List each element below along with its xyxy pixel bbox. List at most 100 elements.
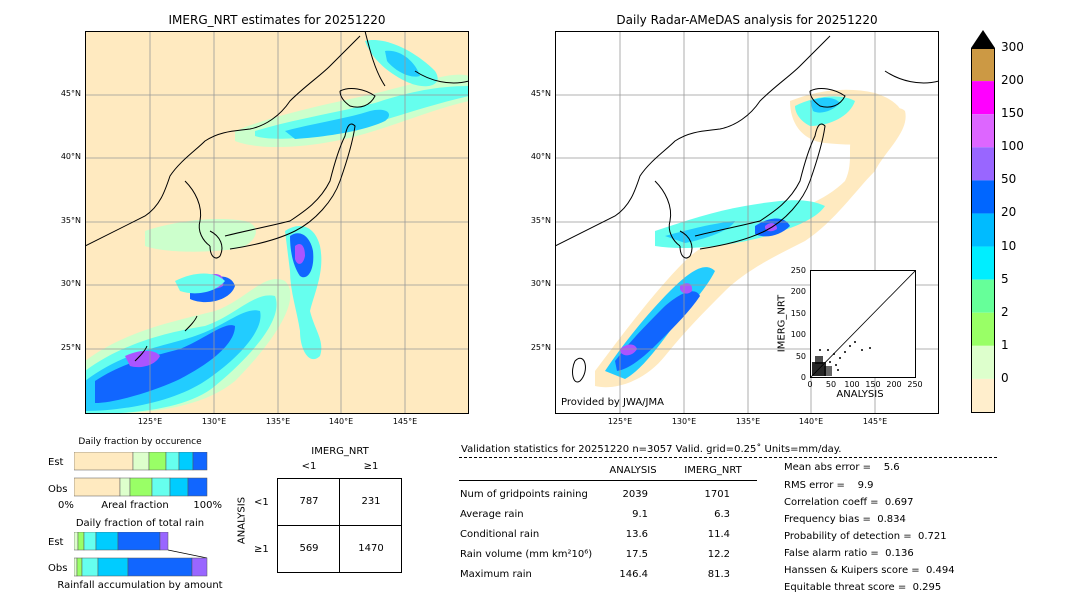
contingency-col-ge1: ≥1 [363, 461, 379, 472]
validation-row-imerg: 1701 [704, 489, 730, 500]
right-lat-label: 35°N [530, 216, 551, 225]
occurrence-title: Daily fraction by occurence [78, 437, 202, 447]
validation-table-rule [459, 480, 757, 481]
left-map [85, 31, 469, 414]
validation-row-analysis: 17.5 [625, 549, 648, 560]
colorbar-segment [972, 180, 994, 214]
contingency-row-ge1: ≥1 [254, 544, 269, 555]
colorbar-segments [972, 48, 994, 412]
colorbar-segment [972, 312, 994, 346]
colorbar-segment [972, 213, 994, 247]
validation-col-analysis: ANALYSIS [609, 465, 657, 476]
validation-row-imerg: 11.4 [707, 529, 730, 540]
right-coastline [555, 35, 939, 383]
right-lat-label: 25°N [530, 343, 551, 352]
validation-divider [459, 457, 997, 458]
colorbar-label: 5 [1001, 271, 1009, 286]
colorbar-segment [972, 114, 994, 148]
occurrence-axis-left: 0% [58, 500, 74, 511]
colorbar-segment [972, 279, 994, 313]
contingency-row-header: ANALYSIS [236, 496, 248, 545]
colorbar-label: 300 [1001, 40, 1024, 54]
scatter-ytick: 200 [790, 287, 806, 296]
colorbar-label: 1 [1001, 337, 1009, 352]
validation-row-analysis: 146.4 [619, 569, 648, 580]
colorbar-label: 100 [1001, 139, 1024, 154]
occurrence-axis-right: 100% [193, 500, 222, 511]
contingency-row-lt1: <1 [254, 497, 269, 508]
total-rain-title: Daily fraction of total rain [75, 518, 205, 529]
colorbar-segment [972, 81, 994, 115]
left-lat-label: 25°N [60, 343, 81, 352]
right-lat-label: 30°N [530, 279, 551, 288]
left-lon-label: 135°E [265, 417, 291, 426]
right-lon-label: 135°E [735, 417, 761, 426]
colorbar-label: 50 [1001, 172, 1017, 187]
score-mean-abs-error: Mean abs error = 5.6 [784, 462, 900, 473]
scatter-points [812, 341, 871, 376]
right-map-title: Daily Radar-AMeDAS analysis for 20251220 [616, 13, 878, 27]
scatter-ytick: 250 [790, 266, 806, 275]
validation-row-analysis: 13.6 [625, 529, 648, 540]
score-rms-error: RMS error = 9.9 [784, 480, 874, 491]
score-far: False alarm ratio = 0.136 [784, 548, 914, 559]
validation-row-label: Rain volume (mm km²10⁶) [460, 549, 593, 560]
occurrence-obs-bar [74, 477, 208, 497]
colorbar-segment [972, 378, 994, 412]
scatter-xtick: 100 [844, 380, 860, 389]
left-graticule [85, 31, 469, 414]
colorbar-segment [972, 48, 994, 82]
right-lat-label: 40°N [530, 152, 551, 161]
left-lon-label: 125°E [137, 417, 163, 426]
validation-row-analysis: 9.1 [632, 509, 648, 520]
scatter-xtick: 150 [865, 380, 881, 389]
scatter-ylabel: IMERG_NRT [776, 294, 788, 353]
contingency-col-lt1: <1 [301, 461, 317, 472]
contingency-col-header: IMERG_NRT [311, 446, 369, 457]
validation-row-label: Conditional rain [460, 529, 540, 540]
score-pod: Probability of detection = 0.721 [784, 531, 947, 542]
contingency-cell: 787 [299, 496, 319, 507]
right-lon-label: 145°E [862, 417, 888, 426]
scatter-inset [810, 270, 916, 378]
scatter-xtick: 0 [807, 380, 813, 389]
left-lon-label: 140°E [328, 417, 354, 426]
colorbar [971, 30, 995, 413]
right-lon-label: 130°E [671, 417, 697, 426]
colorbar-label: 10 [1001, 238, 1017, 253]
occurrence-bars [74, 452, 208, 497]
left-lon-label: 130°E [201, 417, 227, 426]
scatter-ytick: 150 [790, 309, 806, 318]
data-credit: Provided by JWA/JMA [561, 397, 664, 408]
validation-row-imerg: 12.2 [707, 549, 730, 560]
occurrence-axis-mid: Areal fraction [101, 500, 169, 511]
score-hk: Hanssen & Kuipers score = 0.494 [784, 565, 955, 576]
contingency-grid [277, 478, 402, 573]
right-lat-label: 45°N [530, 89, 551, 98]
scatter-xtick: 200 [886, 380, 902, 389]
validation-header: Validation statistics for 20251220 n=305… [461, 444, 842, 455]
contingency-cell: 1470 [358, 543, 384, 554]
colorbar-extend-arrow [971, 30, 995, 48]
colorbar-label: 150 [1001, 106, 1024, 121]
score-frequency-bias: Frequency bias = 0.834 [784, 514, 906, 525]
occurrence-obs-label: Obs [48, 484, 68, 495]
total-rain-obs-label: Obs [48, 563, 68, 574]
scatter-ytick: 0 [800, 373, 806, 382]
colorbar-segment [972, 246, 994, 280]
total-rain-axis-label: Rainfall accumulation by amount [57, 580, 223, 591]
score-ets: Equitable threat score = 0.295 [784, 582, 942, 593]
left-lat-label: 40°N [60, 152, 81, 161]
left-lat-label: 45°N [60, 89, 81, 98]
occurrence-est-label: Est [48, 457, 64, 468]
total-rain-bars [74, 532, 208, 577]
colorbar-segment [972, 345, 994, 379]
scatter-xlabel: ANALYSIS [836, 389, 884, 400]
validation-row-label: Maximum rain [460, 569, 532, 580]
validation-row-imerg: 81.3 [707, 569, 730, 580]
validation-row-analysis: 2039 [622, 489, 648, 500]
total-rain-est-bar [74, 532, 169, 551]
occurrence-est-bar [74, 452, 208, 471]
left-lat-label: 35°N [60, 216, 81, 225]
scatter-ytick: 50 [795, 352, 806, 361]
